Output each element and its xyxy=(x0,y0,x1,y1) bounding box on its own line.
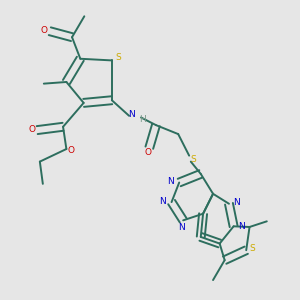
Text: N: N xyxy=(167,177,174,186)
Text: S: S xyxy=(249,244,255,253)
Text: O: O xyxy=(29,124,36,134)
Text: N: N xyxy=(159,197,166,206)
Text: O: O xyxy=(68,146,75,155)
Text: O: O xyxy=(40,26,47,35)
Text: N: N xyxy=(233,198,240,207)
Text: S: S xyxy=(115,53,121,62)
Text: H: H xyxy=(139,115,146,124)
Text: N: N xyxy=(238,222,245,231)
Text: N: N xyxy=(178,223,185,232)
Text: O: O xyxy=(144,148,151,157)
Text: N: N xyxy=(128,110,135,119)
Text: S: S xyxy=(190,155,196,164)
